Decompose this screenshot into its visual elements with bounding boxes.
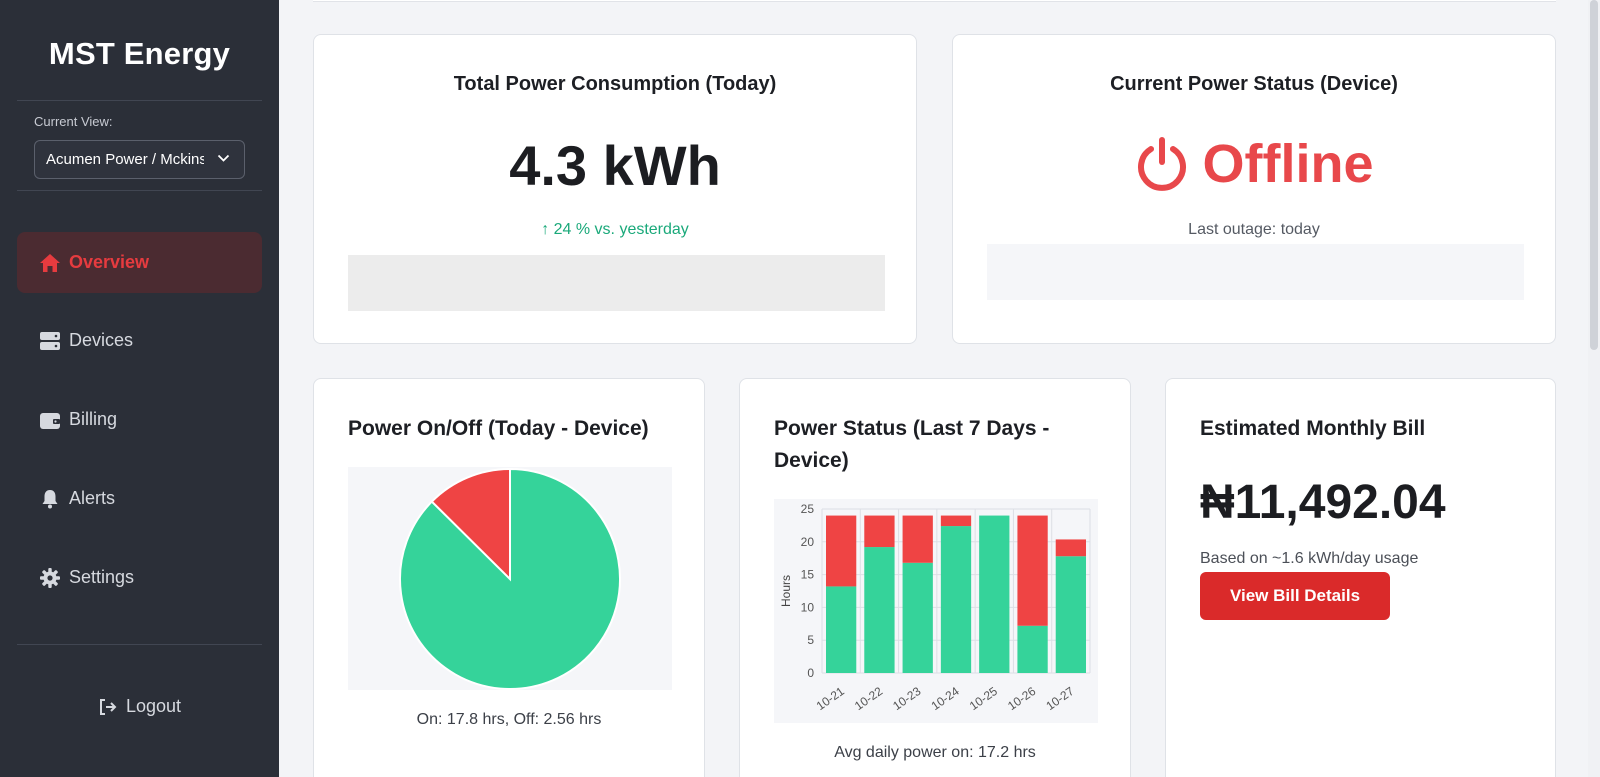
view-bill-details-button[interactable]: View Bill Details bbox=[1200, 572, 1390, 620]
bar-chart: 0 5 10 15 20 25 10-21 10-22 10-23 10-24 10-25 10-26… bbox=[779, 502, 1091, 713]
bill-title: Estimated Monthly Bill bbox=[1200, 417, 1426, 440]
x-tick-label: 10-24 bbox=[929, 684, 962, 713]
bar-on bbox=[826, 586, 857, 673]
onoff-chart bbox=[348, 467, 672, 690]
logout-button[interactable]: Logout bbox=[0, 696, 279, 717]
consumption-value: 4.3 kWh bbox=[509, 134, 721, 197]
onoff-card: Power On/Off (Today - Device) On: 17.8 h… bbox=[313, 378, 705, 777]
bill-amount: ₦11,492.04 bbox=[1200, 476, 1446, 529]
weekly-card: Power Status (Last 7 Days - Device) 0 5 10… bbox=[739, 378, 1131, 777]
sidebar-item-label: Settings bbox=[69, 567, 135, 587]
x-tick-label: 10-25 bbox=[967, 684, 1000, 713]
weekly-chart: 0 5 10 15 20 25 10-21 10-22 10-23 10-24 10-25 10-26… bbox=[774, 499, 1098, 723]
sidebar-item-label: Alerts bbox=[69, 488, 116, 508]
bar-on bbox=[1055, 556, 1086, 673]
x-tick-label: 10-22 bbox=[852, 684, 885, 713]
current-view-label: Current View: bbox=[34, 114, 113, 129]
sidebar-divider bbox=[17, 190, 262, 191]
current-view-value: Acumen Power / Mckinsey bbox=[46, 151, 204, 168]
x-tick-label: 10-27 bbox=[1043, 684, 1076, 713]
server-icon bbox=[39, 330, 61, 352]
top-card-edge bbox=[313, 0, 1556, 2]
current-view-select[interactable]: Acumen Power / Mckinsey bbox=[34, 140, 245, 179]
onoff-title: Power On/Off (Today - Device) bbox=[348, 417, 649, 440]
last-outage: Last outage: today bbox=[1188, 221, 1320, 238]
onoff-caption: On: 17.8 hrs, Off: 2.56 hrs bbox=[416, 711, 602, 728]
y-tick-label: 0 bbox=[807, 666, 814, 680]
y-tick-label: 15 bbox=[801, 568, 815, 582]
x-tick-label: 10-26 bbox=[1005, 684, 1038, 713]
bar-on bbox=[1017, 625, 1048, 673]
x-tick-label: 10-21 bbox=[814, 684, 847, 713]
pie-chart bbox=[399, 467, 621, 690]
sidebar-item-settings[interactable]: Settings bbox=[17, 547, 262, 608]
sidebar-item-label: Overview bbox=[69, 252, 150, 272]
gear-icon bbox=[39, 567, 61, 589]
y-tick-label: 10 bbox=[801, 600, 815, 614]
weekly-title: Power Status (Last 7 Days - Device) bbox=[774, 417, 1050, 472]
x-tick-label: 10-23 bbox=[890, 684, 923, 713]
home-icon bbox=[39, 252, 61, 274]
wallet-icon bbox=[39, 409, 61, 431]
sidebar: MST Energy Current View: Acumen Power / … bbox=[0, 0, 279, 777]
sidebar-divider bbox=[17, 644, 262, 645]
y-tick-label: 25 bbox=[801, 502, 815, 516]
scrollbar-thumb[interactable] bbox=[1590, 0, 1598, 350]
sidebar-item-billing[interactable]: Billing bbox=[17, 389, 262, 450]
scrollbar[interactable] bbox=[1588, 0, 1600, 777]
bar-off bbox=[940, 515, 972, 527]
sidebar-divider bbox=[17, 100, 262, 101]
power-icon bbox=[1137, 137, 1186, 191]
consumption-title: Total Power Consumption (Today) bbox=[453, 73, 777, 95]
status-card: Current Power Status (Device) Offline La… bbox=[952, 34, 1556, 344]
bar-off bbox=[864, 515, 895, 548]
bar-off bbox=[826, 515, 857, 587]
consumption-card: Total Power Consumption (Today) 4.3 kWh … bbox=[313, 34, 917, 344]
bar-off bbox=[1017, 515, 1048, 626]
sidebar-item-label: Billing bbox=[69, 409, 118, 429]
bar-on bbox=[902, 562, 933, 673]
status-value: Offline bbox=[1202, 134, 1374, 194]
bill-card: Estimated Monthly Bill ₦11,492.04 Based … bbox=[1165, 378, 1556, 777]
status-timeline bbox=[987, 244, 1524, 300]
brand-logo: MST Energy bbox=[48, 36, 231, 71]
pie-slice-off bbox=[430, 467, 511, 582]
y-tick-label: 5 bbox=[807, 633, 814, 647]
status-display: Offline bbox=[953, 133, 1555, 195]
bar-off bbox=[902, 515, 933, 563]
sidebar-item-overview[interactable]: Overview bbox=[17, 232, 262, 293]
y-axis-label: Hours bbox=[779, 575, 793, 607]
bar-on bbox=[979, 515, 1010, 673]
consumption-sparkline bbox=[348, 255, 885, 311]
logout-label: Logout bbox=[125, 696, 182, 716]
bell-icon bbox=[39, 488, 61, 510]
bar-on bbox=[940, 526, 972, 673]
bill-basis: Based on ~1.6 kWh/day usage bbox=[1200, 550, 1419, 567]
y-tick-label: 20 bbox=[801, 535, 815, 549]
sidebar-item-devices[interactable]: Devices bbox=[17, 310, 262, 371]
consumption-delta: ↑ 24 % vs. yesterday bbox=[541, 221, 689, 238]
weekly-caption: Avg daily power on: 17.2 hrs bbox=[834, 744, 1036, 761]
chevron-down-icon bbox=[217, 154, 230, 162]
sidebar-item-alerts[interactable]: Alerts bbox=[17, 468, 262, 529]
logout-icon bbox=[99, 698, 117, 715]
bar-off bbox=[1055, 539, 1086, 557]
status-title: Current Power Status (Device) bbox=[1110, 73, 1398, 95]
sidebar-item-label: Devices bbox=[69, 330, 134, 350]
bar-on bbox=[864, 547, 895, 673]
